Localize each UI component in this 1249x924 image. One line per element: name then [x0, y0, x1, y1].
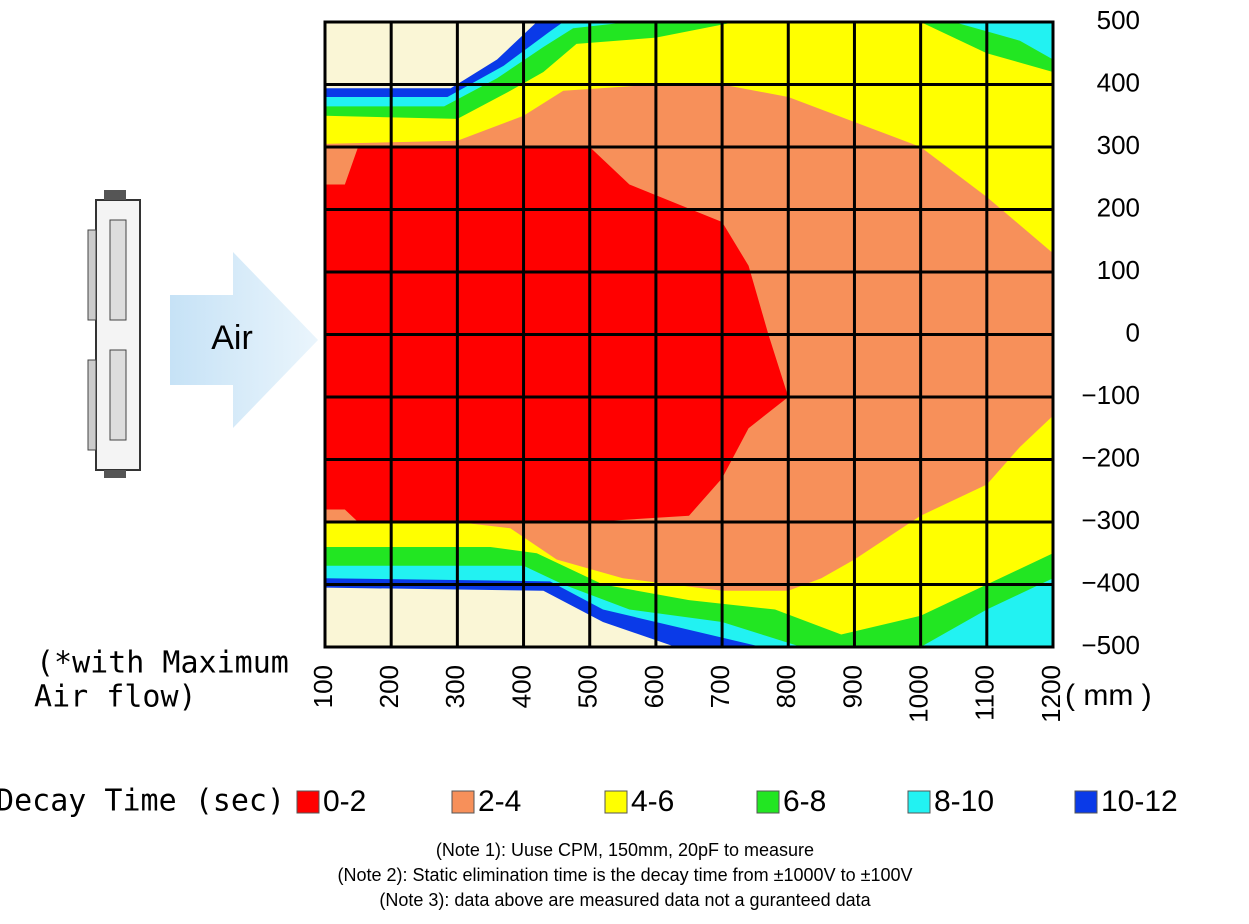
y-tick-label: −300 — [1081, 505, 1140, 535]
legend-label: 0-2 — [323, 785, 366, 818]
y-tick-label: 0 — [1126, 317, 1140, 347]
y-tick-label: −100 — [1081, 380, 1140, 410]
legend-label: 6-8 — [783, 785, 826, 818]
y-tick-label: 200 — [1097, 192, 1140, 222]
legend-swatch — [604, 790, 628, 814]
device-bottom — [104, 470, 126, 478]
note: (Note 3): data above are measured data n… — [379, 890, 871, 910]
legend-swatch — [296, 790, 320, 814]
legend-swatch — [756, 790, 780, 814]
device-panel — [109, 349, 127, 441]
air-arrow — [170, 252, 318, 428]
x-tick-label: 600 — [639, 665, 669, 708]
x-tick-label: 400 — [506, 665, 536, 708]
x-tick-label: 700 — [705, 665, 735, 708]
legend-title: Decay Time (sec) — [0, 784, 285, 819]
y-tick-label: −200 — [1081, 442, 1140, 472]
device-label — [109, 219, 127, 321]
note-line: Air flow) — [16, 680, 197, 715]
plot-border — [323, 20, 1055, 649]
x-tick-label: 1100 — [970, 665, 1000, 721]
annotation: Air — [211, 319, 253, 357]
y-tick-label: 500 — [1097, 5, 1140, 35]
x-tick-label: 100 — [308, 665, 338, 708]
legend-label: 10-12 — [1101, 785, 1178, 818]
x-tick-label: 1000 — [904, 665, 934, 723]
legend-label: 2-4 — [478, 785, 521, 818]
note: (Note 1): Uuse CPM, 150mm, 20pF to measu… — [436, 840, 814, 860]
y-tick-label: 300 — [1097, 130, 1140, 160]
x-unit: ( mm ) — [1065, 679, 1152, 712]
note: (Note 2): Static elimination time is the… — [337, 865, 912, 885]
x-tick-label: 800 — [771, 665, 801, 708]
x-tick-label: 500 — [573, 665, 603, 708]
legend-swatch — [1074, 790, 1098, 814]
legend-label: 8-10 — [934, 785, 994, 818]
y-tick-label: −500 — [1081, 630, 1140, 660]
x-tick-label: 300 — [440, 665, 470, 708]
device — [87, 190, 141, 478]
legend-swatch — [907, 790, 931, 814]
x-tick-label: 900 — [837, 665, 867, 708]
y-tick-label: 100 — [1097, 255, 1140, 285]
legend-label: 4-6 — [631, 785, 674, 818]
device-top — [104, 190, 126, 200]
legend-swatch — [451, 790, 475, 814]
y-tick-label: −400 — [1081, 567, 1140, 597]
y-tick-label: 400 — [1097, 67, 1140, 97]
device-side — [87, 229, 97, 321]
x-tick-label: 200 — [374, 665, 404, 708]
x-tick-label: 1200 — [1036, 665, 1066, 723]
note-line: (*with Maximum — [36, 646, 289, 681]
device-side — [87, 359, 97, 451]
